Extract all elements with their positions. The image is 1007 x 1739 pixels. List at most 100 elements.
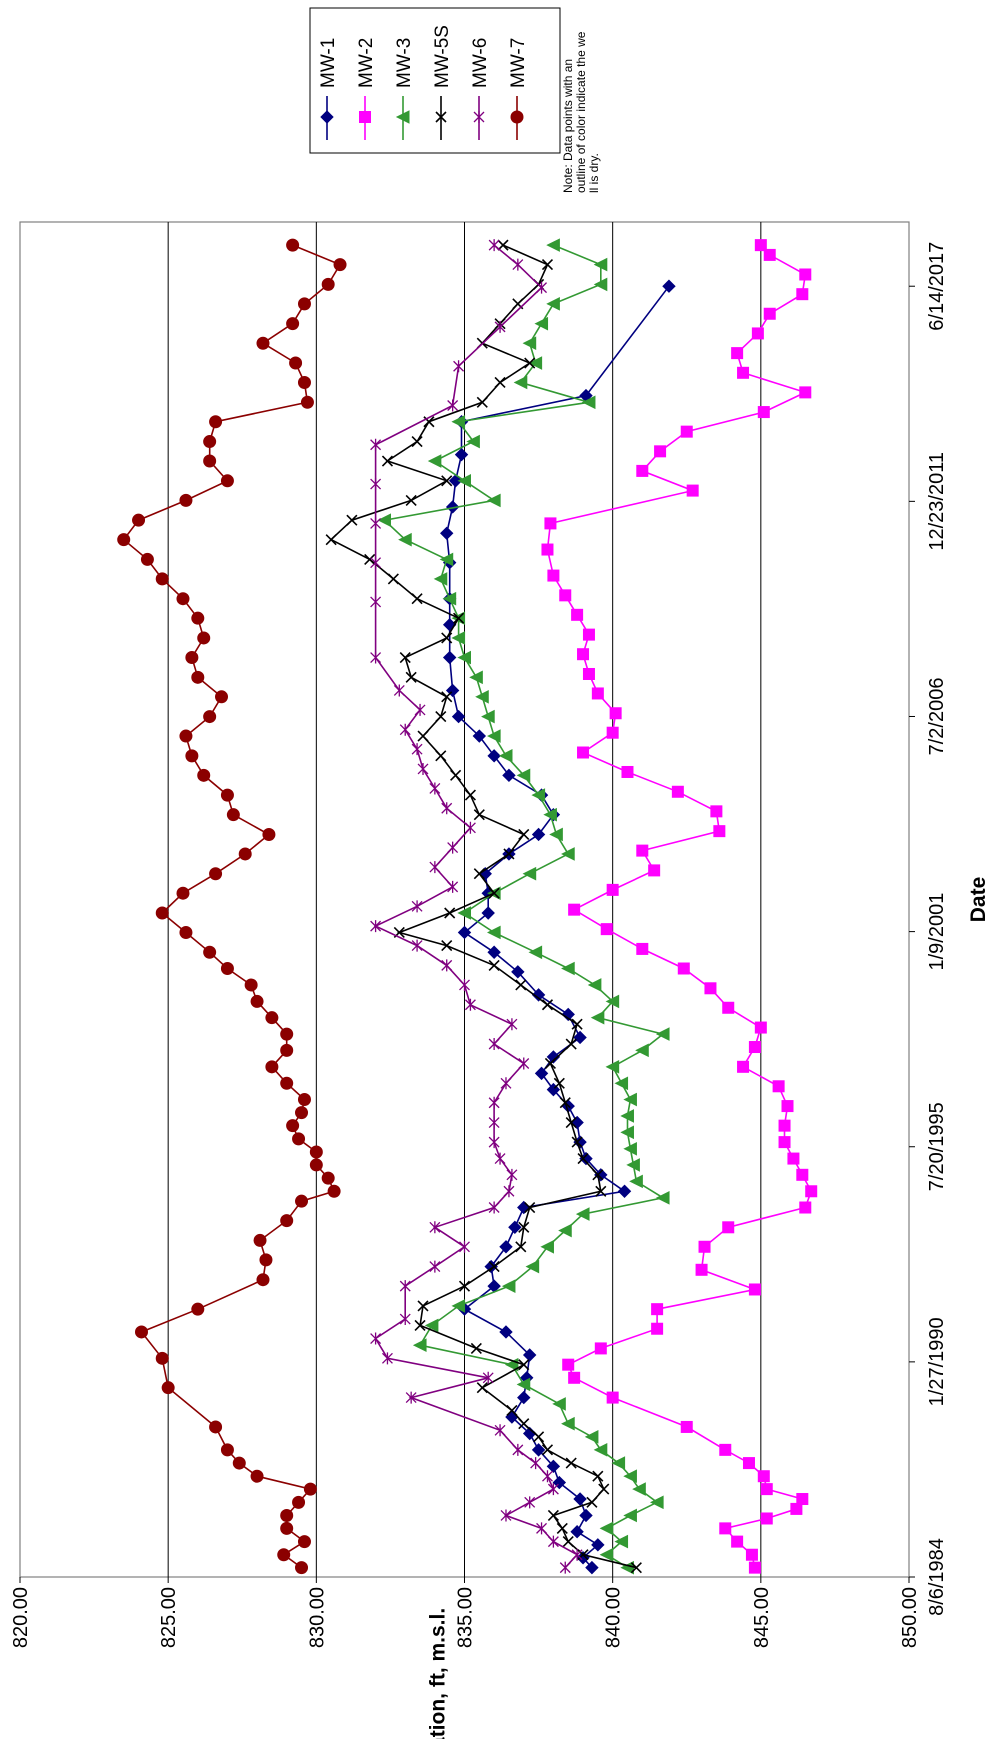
data-point <box>185 651 199 665</box>
data-point <box>511 965 525 979</box>
data-point <box>140 552 154 566</box>
data-point <box>297 297 311 311</box>
data-point <box>518 828 530 841</box>
data-point <box>623 1469 637 1484</box>
data-point <box>411 593 423 605</box>
data-point <box>155 572 169 586</box>
data-point <box>512 258 524 271</box>
data-point <box>573 1030 587 1045</box>
data-point <box>591 687 604 700</box>
data-point <box>244 978 258 992</box>
data-point <box>297 1093 311 1107</box>
data-point <box>525 1259 540 1274</box>
legend-marker <box>510 110 524 124</box>
data-point <box>488 1261 500 1273</box>
data-point <box>565 1116 577 1129</box>
data-point <box>648 864 661 877</box>
data-point <box>577 746 590 759</box>
data-point <box>516 768 531 783</box>
data-point <box>546 297 560 311</box>
data-point <box>427 454 442 468</box>
data-point <box>796 1168 809 1181</box>
data-point <box>399 1280 411 1293</box>
data-point <box>265 1060 279 1074</box>
data-point <box>417 762 429 775</box>
data-point <box>506 1018 518 1031</box>
data-point <box>565 1038 577 1050</box>
data-point <box>295 1194 309 1208</box>
legend-label: MW-2 <box>356 38 377 88</box>
legend-item-mw-7: MW-7 <box>508 38 529 140</box>
data-point <box>503 1185 515 1198</box>
data-point <box>500 1077 512 1090</box>
data-point <box>593 257 608 272</box>
data-point <box>445 500 460 514</box>
data-point <box>737 366 750 379</box>
data-point <box>387 573 399 585</box>
data-point <box>581 395 596 410</box>
data-point <box>528 945 543 960</box>
data-point <box>611 1456 626 1470</box>
data-point <box>370 1332 382 1345</box>
data-point <box>760 1512 773 1525</box>
data-point <box>203 435 217 449</box>
data-point <box>559 589 572 602</box>
data-point <box>333 258 347 272</box>
data-point <box>651 1322 664 1335</box>
legend-marker <box>359 111 371 123</box>
data-point <box>518 1418 530 1430</box>
data-point <box>232 1456 246 1470</box>
data-point <box>429 1221 441 1234</box>
data-point <box>469 670 483 685</box>
data-point <box>377 513 391 527</box>
data-point <box>502 768 516 783</box>
data-point <box>571 608 584 621</box>
data-point <box>134 1325 148 1339</box>
data-point <box>719 1443 732 1456</box>
data-point <box>587 978 602 992</box>
legend-label: MW-7 <box>508 38 529 88</box>
data-point <box>546 1459 561 1474</box>
data-point <box>238 847 252 861</box>
data-point <box>754 1021 767 1034</box>
data-point <box>586 1496 598 1508</box>
data-point <box>381 1352 393 1365</box>
data-point <box>399 723 411 736</box>
data-point <box>516 1377 531 1392</box>
data-point <box>280 1508 294 1522</box>
data-point <box>429 782 441 795</box>
data-point <box>621 765 634 778</box>
data-point <box>787 1152 800 1165</box>
data-point <box>265 1011 279 1025</box>
data-point <box>488 1136 500 1149</box>
data-point <box>506 1168 518 1181</box>
data-point <box>540 1239 554 1254</box>
data-point <box>522 336 537 351</box>
data-point <box>295 1106 309 1120</box>
x-tick-label: 7/20/1995 <box>926 1102 948 1191</box>
data-point <box>549 827 563 842</box>
data-point <box>370 438 382 451</box>
data-point <box>592 1169 604 1181</box>
data-point <box>508 1220 522 1235</box>
data-point <box>256 1273 270 1287</box>
data-point <box>487 493 501 508</box>
y-tick-label: 830.00 <box>306 1587 328 1648</box>
data-point <box>447 841 459 854</box>
data-point <box>531 1443 546 1457</box>
data-point <box>599 1521 614 1536</box>
data-point <box>614 1534 629 1549</box>
data-point <box>524 1496 536 1509</box>
data-point <box>757 1470 770 1483</box>
data-point <box>617 1184 632 1198</box>
data-point <box>487 945 501 959</box>
legend-item-mw-2: MW-2 <box>356 38 377 140</box>
data-point <box>541 1444 554 1456</box>
data-point <box>662 279 676 293</box>
legend-marker <box>395 110 410 124</box>
data-point <box>518 1359 530 1371</box>
data-point <box>547 1535 559 1548</box>
data-point <box>488 1038 500 1051</box>
data-point <box>655 1191 670 1205</box>
data-point <box>636 464 649 477</box>
